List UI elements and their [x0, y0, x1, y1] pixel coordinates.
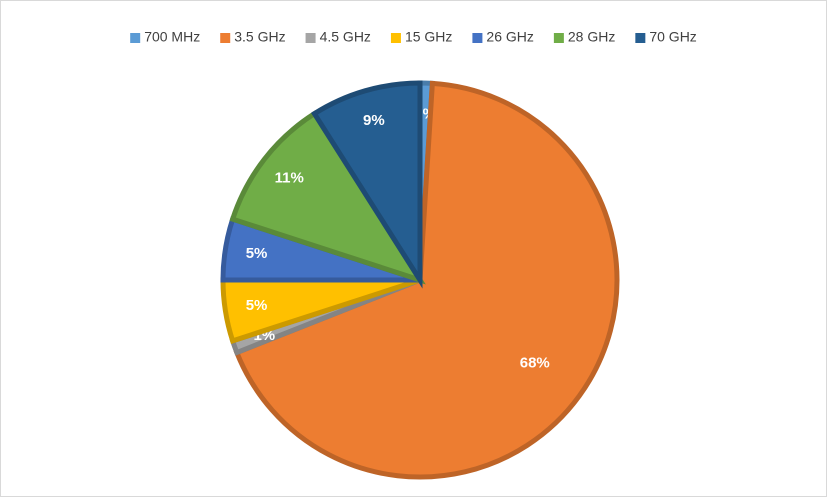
legend-swatch — [635, 33, 646, 43]
legend-swatch — [390, 33, 401, 43]
data-label: 5% — [246, 245, 268, 262]
legend-swatch — [472, 33, 483, 43]
data-label: 5% — [246, 297, 268, 314]
legend-label: 28 GHz — [568, 29, 615, 45]
legend-swatch — [220, 33, 231, 43]
data-label: 68% — [520, 354, 550, 371]
pie-slice — [233, 80, 620, 480]
legend-label: 3.5 GHz — [234, 29, 285, 45]
legend-label: 4.5 GHz — [320, 29, 371, 45]
legend-label: 26 GHz — [486, 29, 533, 45]
pie-slice — [310, 80, 423, 289]
data-label: 11% — [275, 170, 304, 187]
legend-label: 70 GHz — [649, 29, 696, 45]
legend: 700 MHz 3.5 GHz 4.5 GHz 15 GHz 26 GHz 28 GHz 7… — [130, 29, 697, 45]
legend-swatch — [130, 33, 141, 43]
legend-label: 15 GHz — [405, 29, 452, 45]
legend-label: 700 MHz — [144, 29, 200, 45]
legend-swatch — [305, 33, 316, 43]
data-label: 9% — [363, 112, 385, 129]
legend-swatch — [553, 33, 564, 43]
pie-slice — [229, 110, 426, 285]
pie: 1%68%1%5%5%11%9% — [220, 80, 620, 480]
